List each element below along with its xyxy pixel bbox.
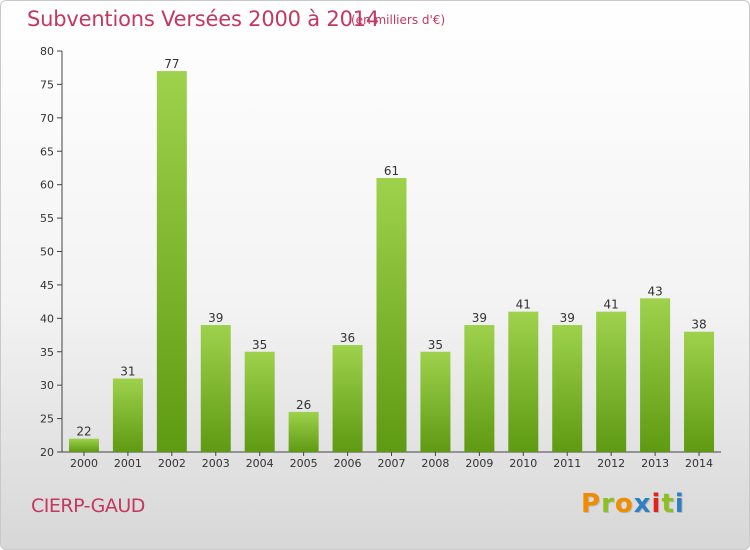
brand-letter: i [674,489,685,519]
data-label: 26 [296,398,311,412]
town-name: CIERP-GAUD [31,495,145,517]
data-label: 35 [428,338,443,352]
bar [68,438,99,452]
chart-bars [68,71,715,453]
bar [464,325,495,452]
x-tick-label: 2014 [685,457,713,470]
y-tick-label: 80 [40,45,54,58]
bar [244,351,275,452]
bar [288,411,319,452]
data-label: 39 [208,311,223,325]
x-tick-label: 2010 [509,457,537,470]
bar [332,345,363,452]
brand-letter: x [633,489,652,519]
x-tick-label: 2004 [246,457,274,470]
y-tick-label: 65 [40,145,54,158]
x-tick-label: 2013 [641,457,669,470]
x-tick-label: 2000 [70,457,98,470]
chart-title: Subventions Versées 2000 à 2014 [27,7,380,31]
x-tick-label: 2009 [465,457,493,470]
brand-logo: Proxiti [581,489,685,519]
y-tick-label: 40 [40,312,54,325]
data-label: 31 [120,364,135,378]
x-tick-label: 2007 [378,457,406,470]
y-tick-label: 50 [40,246,54,259]
x-tick-label: 2002 [158,457,186,470]
bar [420,351,451,452]
y-tick-label: 20 [40,446,54,459]
y-tick-label: 70 [40,112,54,125]
brand-letter: r [601,489,615,519]
data-label: 77 [164,57,179,71]
data-label: 61 [384,164,399,178]
data-label: 22 [76,425,91,439]
bar [640,298,671,452]
bar [376,177,407,452]
x-tick-label: 2001 [114,457,142,470]
y-tick-label: 30 [40,379,54,392]
y-tick-label: 60 [40,179,54,192]
brand-letter: o [614,489,634,519]
x-tick-label: 2005 [290,457,318,470]
data-label: 41 [516,298,531,312]
data-label: 35 [252,338,267,352]
chart-subtitle: (en milliers d'€) [351,13,446,27]
x-tick-label: 2011 [553,457,581,470]
x-tick-label: 2008 [421,457,449,470]
bar [112,378,143,452]
data-label: 39 [560,311,575,325]
y-tick-label: 75 [40,78,54,91]
x-tick-label: 2003 [202,457,230,470]
x-tick-label: 2006 [334,457,362,470]
y-tick-label: 25 [40,413,54,426]
data-label: 41 [604,298,619,312]
y-tick-label: 35 [40,346,54,359]
brand-letter: i [651,489,662,519]
bar [200,325,231,452]
brand-letter: t [661,489,675,519]
x-tick-label: 2012 [597,457,625,470]
data-label: 36 [340,331,355,345]
bar [508,311,539,452]
bar [684,331,715,452]
y-tick-label: 55 [40,212,54,225]
data-label: 38 [691,318,706,332]
chart-axes: 20 25 30 35 40 45 50 55 60 65 70 75 80 [40,45,721,459]
bar [552,325,583,452]
brand-letter: P [581,489,602,519]
bar [156,71,187,453]
data-label: 39 [472,311,487,325]
chart-labels: 2000 22 2001 31 2002 77 2003 39 2004 35 2005 26 2006… [70,57,713,470]
data-label: 43 [647,284,662,298]
y-tick-label: 45 [40,279,54,292]
bar [596,311,627,452]
